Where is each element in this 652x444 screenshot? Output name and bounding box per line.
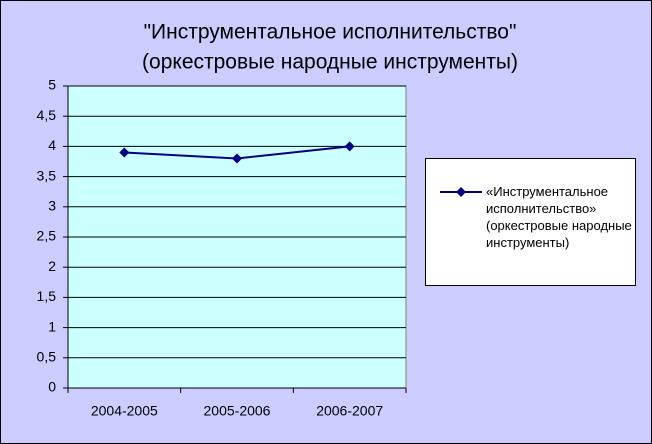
y-tick-label: 1,5	[37, 288, 57, 304]
x-tick-label: 2005-2006	[204, 403, 271, 419]
y-tick-label: 3,5	[37, 167, 57, 183]
legend-marker	[456, 187, 466, 197]
y-tick-label: 3	[48, 198, 56, 214]
legend-label: «Инструментальное исполнительство» (орке…	[486, 184, 632, 250]
data-point	[344, 141, 355, 152]
chart-title: "Инструментальное исполнительство"	[144, 21, 517, 44]
data-point	[232, 153, 242, 164]
x-tick-label: 2004-2005	[91, 403, 158, 419]
y-tick-label: 2	[48, 258, 56, 274]
chart-title: (оркестровые народные инструменты)	[142, 51, 518, 74]
y-tick-label: 2,5	[37, 228, 57, 244]
data-point	[119, 147, 130, 158]
y-tick-label: 0,5	[37, 349, 57, 365]
y-tick-label: 5	[48, 77, 56, 93]
y-tick-label: 0	[48, 379, 56, 395]
y-tick-label: 1	[48, 318, 56, 334]
y-tick-label: 4	[48, 137, 56, 153]
legend-key	[440, 187, 482, 197]
legend: «Инструментальное исполнительство» (орке…	[425, 158, 636, 286]
y-tick-label: 4,5	[37, 107, 57, 123]
x-tick-label: 2006-2007	[316, 403, 383, 419]
